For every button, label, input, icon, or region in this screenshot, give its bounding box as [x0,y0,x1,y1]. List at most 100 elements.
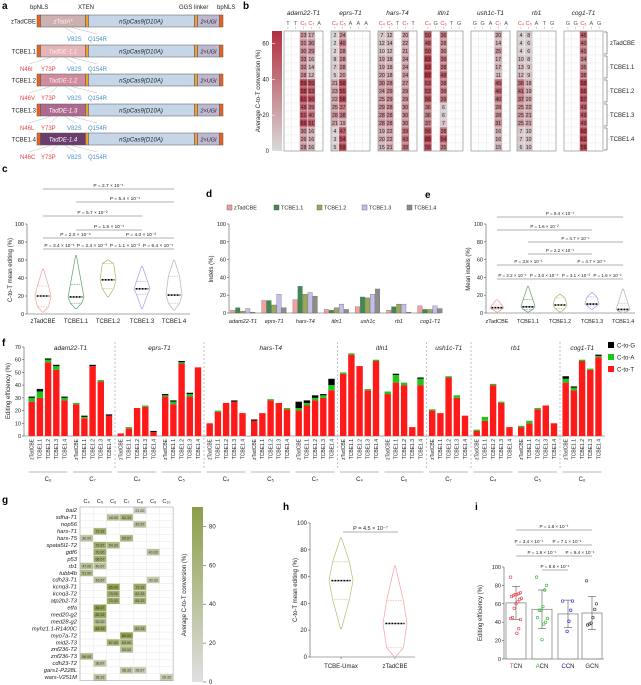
bar-chart-d: 0 20 40 60 80 100 Indels (%) zTadCBE TCBE1.1 TCBE… [209,204,443,325]
construct-name: TCBE1.4 [12,138,37,144]
heatmap-cell-value: 61 [301,97,307,103]
heatmap-cell-value: 58 [340,97,346,103]
heatmap-cell-empty [540,62,549,72]
mutation-label: Y73P [41,155,56,161]
heatmap-cell-empty [455,126,464,136]
heatmap-cell-empty [106,562,121,570]
data-point [591,615,595,620]
heatmap-cell-empty [431,134,440,144]
heatmap-cell-value: 11 [496,73,501,79]
heatmap-cell-value: 6 [442,105,445,111]
y-tick-label: 80 [495,583,501,589]
bar-c-to-t [595,357,602,436]
bar-c-to-a [562,378,569,383]
y-tick-label: 0 [223,311,226,317]
heatmap-cell-empty [346,86,355,96]
heatmap-cell [133,597,147,604]
heatmap-cell-empty [502,110,511,120]
bar-c-to-t [239,413,246,436]
heatmap-cell-value: 5 [333,145,336,151]
heatmap-cell-value: 63 [425,57,431,63]
bar-c-to-t [259,413,266,436]
heatmap-cell-empty [595,134,604,144]
ggs-linker-segment [194,132,198,146]
heatmap-cell-empty [548,86,557,96]
heatmap-cell-empty [354,54,363,64]
deaminase-label: TadDE-1.4 [49,138,78,144]
site-label: rb1 [511,345,521,352]
heatmap-cell-value: 35 [581,65,587,71]
heatmap-cell-empty [431,126,440,136]
legend-label: TCBE1.3 [369,206,391,212]
heatmap-cell-empty [393,86,402,96]
x-tick-label: TCBE1.1 [527,439,533,460]
heatmap-cell-value: 20 [526,97,532,103]
heatmap-cell-empty [354,126,363,136]
panel-label-g: g [2,495,8,506]
x-tick-label: zTadCBE [74,438,80,460]
y-axis-label: Editing efficiency (%) [6,363,12,419]
row-label: nop56 [61,522,78,528]
base-label: A [356,21,360,27]
heatmap-cell-empty [106,555,121,563]
heatmap-cell-empty [571,78,580,88]
heatmap-cell-empty [478,110,487,120]
y-axis-label: Editing efficiency (%) [478,585,484,641]
heatmap-cell-empty [146,590,161,598]
p-value-label: P = 3.4 × 10⁻¹ [515,539,544,544]
base-label: A [535,21,539,27]
heatmap-cell-empty [431,94,440,104]
bar-c-to-a [417,378,424,386]
heatmap-cell-value: 22 [526,105,532,111]
heatmap-cell-value: 24 [402,65,408,71]
ugi-label: 2×UGI [199,50,217,56]
heatmap-cell-empty [346,46,355,56]
heatmap-cell-empty [478,86,487,96]
x-tick-label: TCBE1.2 [357,439,363,460]
mutation-label: N46C [20,155,36,161]
bpnls-right-segment [219,14,224,28]
heatmap-cell-empty [470,30,480,40]
position-label: C₄ [490,477,497,483]
heatmap-cell-value: 85.33 [95,627,104,631]
heatmap-cell-empty [119,541,134,549]
construct-name: TCBE1.3 [12,109,37,115]
heatmap-cell-empty [159,631,174,640]
heatmap-cell-value: 38 [581,73,587,79]
heatmap-cell-value: 45 [495,81,501,87]
heatmap-cell [146,549,160,556]
heatmap-cell-value: 15 [495,145,501,151]
heatmap-cell-empty [587,70,596,80]
base-label: G [550,21,554,27]
x-tick-label: zTadCBE [386,438,392,460]
x-tick-label: TCBE1.4 [107,439,113,460]
heatmap-cell-empty [291,62,300,72]
data-point [567,619,571,623]
heatmap-cell-empty [540,30,549,40]
heatmap-cell-empty [315,62,324,72]
heatmap-cell-empty [470,142,480,152]
x-tick-letter: T [510,664,514,670]
heatmap-cell-empty [540,102,549,112]
x-tick-suffix: CN [590,664,599,670]
heatmap-cell-empty [563,38,573,48]
row-label: kcnq3-T1 [53,585,77,591]
x-tick-letter: G [585,664,590,670]
x-tick-label: TCBE1.1 [305,439,311,460]
y-tick-label: 50 [15,370,21,376]
heatmap-cell [120,632,133,639]
heatmap-cell-empty [587,78,596,88]
p-value-label: P = 2.4 × 10⁻³ [77,243,108,249]
x-tick-label: TCBE1.3 [232,439,238,460]
heatmap-cell-value: 18 [387,73,393,79]
heatmap-cell-empty [291,86,300,96]
heatmap-cell-value: 55 [425,145,431,151]
mutation-connector [63,26,77,35]
heatmap-cell-empty [587,142,596,152]
heatmap-cell-value: 14 [495,41,501,47]
position-label: C₄ [223,477,230,483]
y-tick-label: 0 [21,312,24,318]
heatmap-cell-value: 32 [301,65,307,71]
